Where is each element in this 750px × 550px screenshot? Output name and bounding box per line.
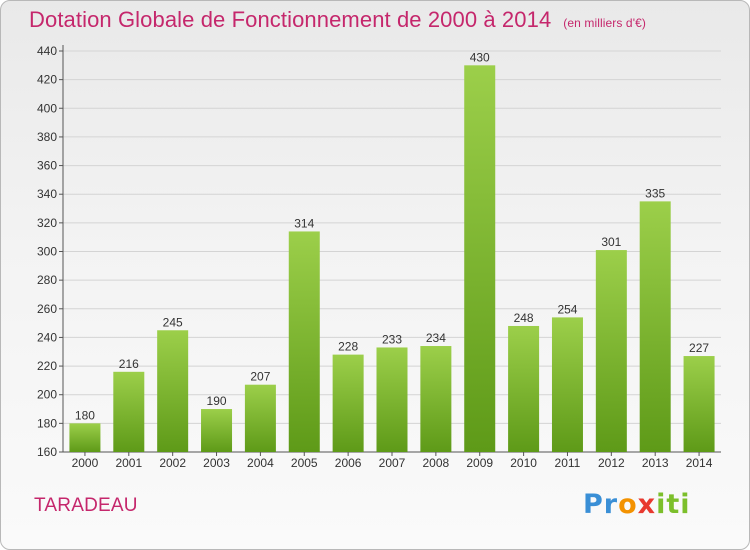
x-tick-label: 2005 [291, 456, 318, 470]
bar-2013 [639, 201, 671, 452]
data-label: 314 [294, 216, 314, 230]
y-tick-label: 340 [37, 187, 57, 201]
data-label: 248 [514, 311, 534, 325]
x-tick-label: 2010 [510, 456, 537, 470]
y-tick-label: 240 [37, 330, 57, 344]
bar-2005 [288, 231, 320, 452]
bar-2010 [508, 325, 540, 452]
chart-title: Dotation Globale de Fonctionnement de 20… [29, 7, 646, 33]
bar-2009 [464, 65, 496, 453]
data-label: 207 [250, 370, 270, 384]
x-tick-label: 2009 [466, 456, 493, 470]
data-label: 180 [75, 408, 95, 422]
x-tick-label: 2012 [598, 456, 625, 470]
x-tick-label: 2000 [72, 456, 99, 470]
bars [69, 65, 715, 453]
x-tick-label: 2013 [642, 456, 669, 470]
bar-2007 [376, 347, 408, 452]
y-tick-label: 300 [37, 245, 57, 259]
y-tick-label: 280 [37, 273, 57, 287]
commune-name: TARADEAU [34, 495, 138, 516]
bar-2012 [595, 250, 627, 452]
logo-part: ti [666, 489, 691, 520]
y-tick-label: 180 [37, 416, 57, 430]
data-label: 233 [382, 332, 402, 346]
x-tick-label: 2011 [555, 456, 581, 470]
x-tick-label: 2003 [203, 456, 230, 470]
x-tick-label: 2014 [686, 456, 713, 470]
y-tick-label: 320 [37, 216, 57, 230]
bar-2000 [69, 423, 101, 452]
x-tick-label: 2008 [423, 456, 450, 470]
bar-2014 [683, 356, 715, 452]
bar-2006 [332, 354, 364, 452]
y-tick-label: 220 [37, 359, 57, 373]
chart-subtitle: (en milliers d'€) [563, 16, 646, 30]
data-label: 190 [207, 394, 227, 408]
bar-2008 [420, 346, 452, 452]
x-tick-label: 2007 [379, 456, 406, 470]
y-tick-label: 200 [37, 388, 57, 402]
data-labels: 180 216 245 190 207 314 228 233 234 430 248 254 301 3… [75, 50, 709, 422]
y-tick-label: 420 [37, 73, 57, 87]
data-label: 228 [338, 340, 358, 354]
logo-part: Pr [583, 489, 619, 520]
data-label: 227 [689, 341, 709, 355]
data-label: 430 [470, 50, 490, 64]
x-tick-label: 2002 [159, 456, 186, 470]
x-tick-label: 2004 [247, 456, 274, 470]
bar-2004 [244, 384, 276, 452]
proxiti-logo: Proxiti [583, 489, 691, 520]
bar-2001 [113, 371, 145, 452]
data-label: 216 [119, 357, 139, 371]
bar-2003 [201, 409, 233, 452]
y-tick-label: 160 [37, 445, 57, 459]
bar-2011 [551, 317, 583, 452]
chart-title-text: Dotation Globale de Fonctionnement de 20… [29, 7, 552, 32]
y-tick-label: 360 [37, 159, 57, 173]
logo-part: o [618, 489, 638, 520]
x-tick-label: 2006 [335, 456, 362, 470]
logo-part: i [656, 489, 667, 520]
y-tick-label: 260 [37, 302, 57, 316]
y-tick-label: 380 [37, 130, 57, 144]
x-tick-label: 2001 [115, 456, 142, 470]
y-tick-label: 440 [37, 44, 57, 58]
data-label: 234 [426, 331, 446, 345]
data-label: 335 [645, 186, 665, 200]
data-label: 301 [601, 235, 621, 249]
data-label: 245 [163, 315, 183, 329]
logo-part: x [637, 489, 657, 520]
y-tick-label: 400 [37, 101, 57, 115]
bar-2002 [157, 330, 189, 452]
data-label: 254 [557, 302, 577, 316]
